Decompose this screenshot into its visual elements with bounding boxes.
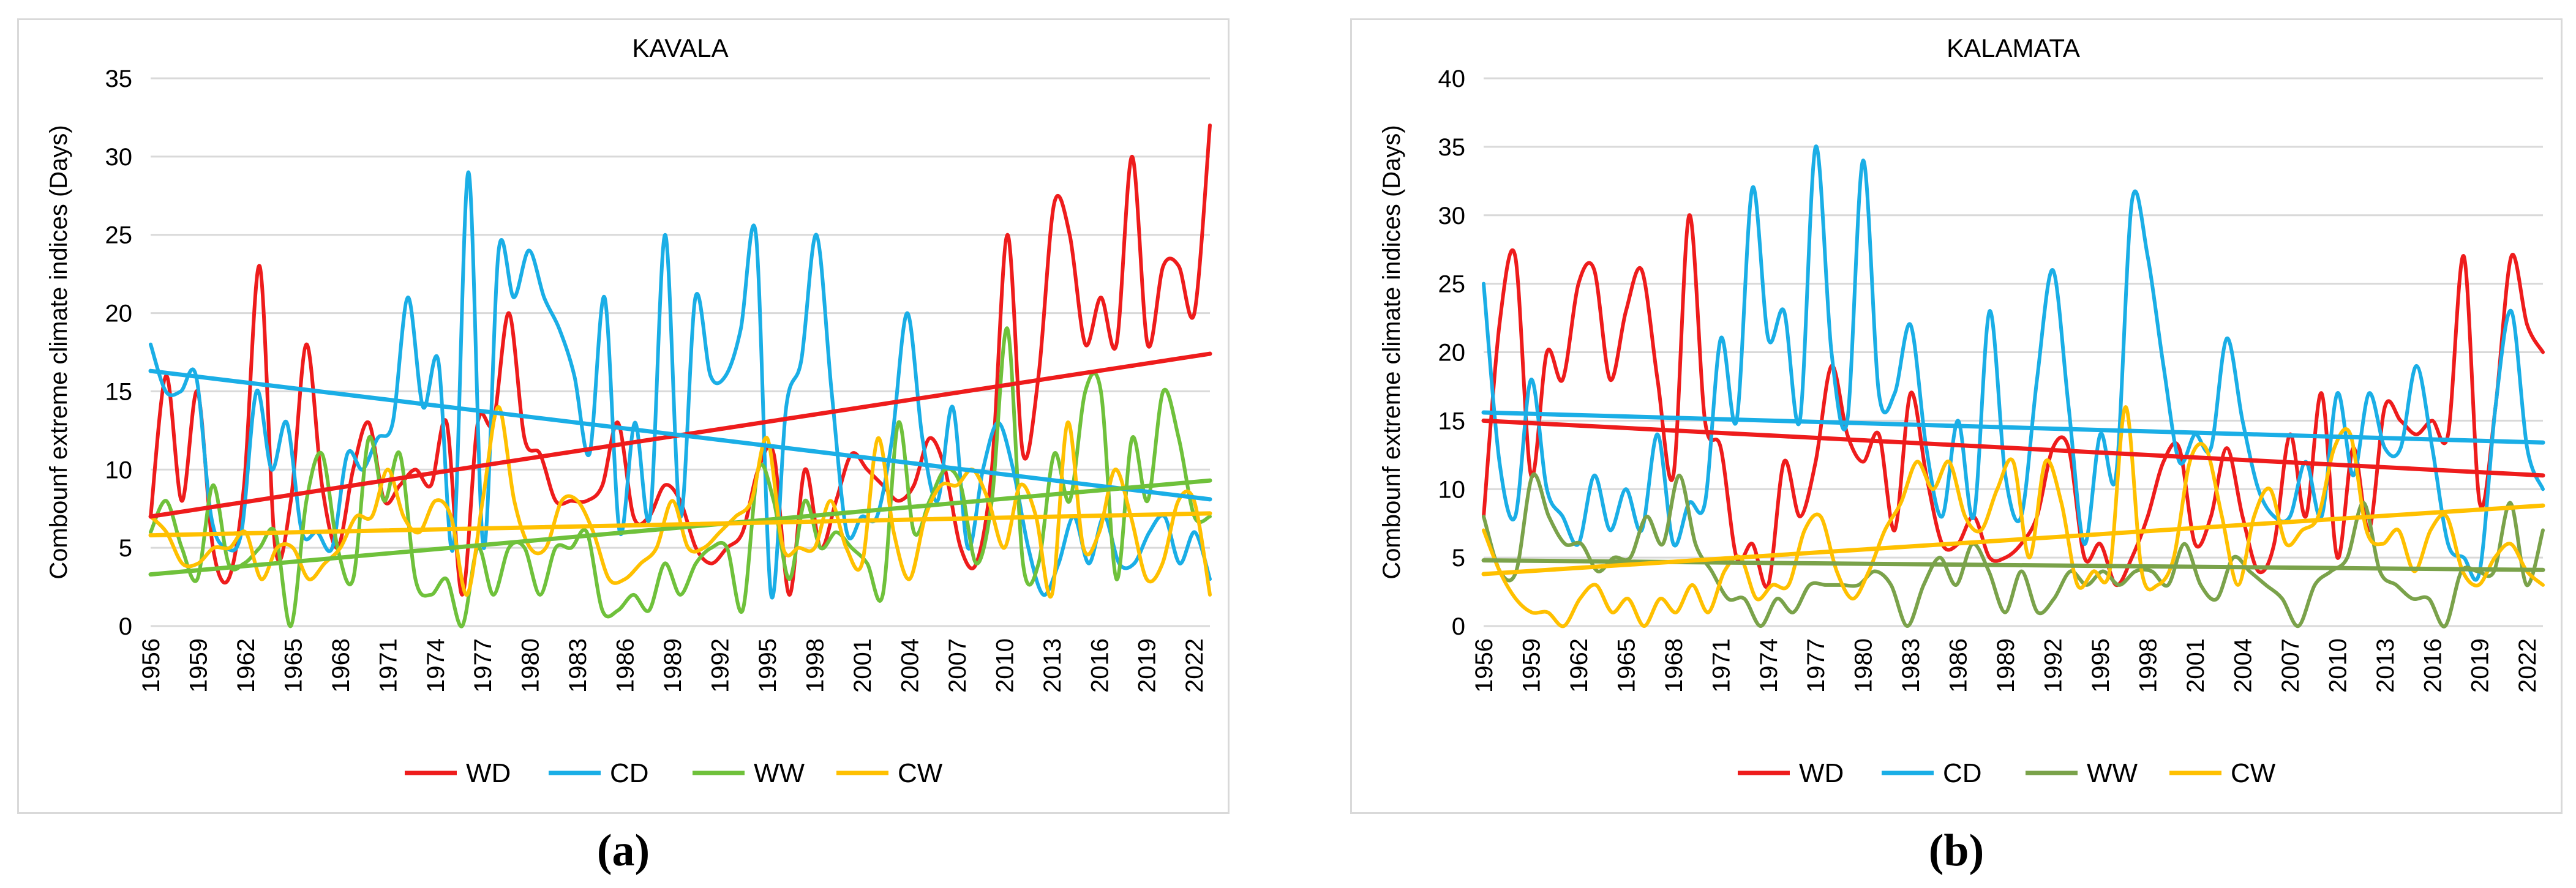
x-tick-label: 1956: [1471, 638, 1498, 693]
chart-kavala: KAVALA 0 5 10 15 20 25 30 35 1956 1959 1962 1965 1968…: [45, 34, 1212, 788]
y-tick-label: 20: [105, 300, 133, 327]
y-axis-label: Combounf extreme climate indices (Days): [45, 125, 72, 579]
x-tick-label: 1965: [280, 638, 307, 693]
y-tick-label: 35: [105, 65, 133, 92]
x-tick-label: 1992: [2040, 638, 2067, 693]
x-tick-label: 1971: [375, 638, 402, 693]
x-tick-label: 1959: [185, 638, 212, 693]
caption-b: (b): [1928, 826, 1985, 876]
trend-line-wd: [1481, 418, 2545, 478]
chart-panel-kavala: KAVALA 0 5 10 15 20 25 30 35 1956 1959 1962 1965 1968…: [17, 18, 1230, 814]
y-tick-label: 35: [1438, 134, 1466, 161]
trend-line-cw: [1481, 503, 2545, 576]
x-tick-label: 2022: [2514, 638, 2541, 693]
x-tick-label: 1971: [1708, 638, 1735, 693]
y-tick-label: 30: [1438, 203, 1466, 229]
legend: WD CD WW CW: [405, 758, 943, 788]
y-tick-label: 10: [1438, 476, 1466, 503]
legend-label-wd: WD: [1799, 758, 1844, 788]
series-line-ww: [149, 326, 1212, 629]
x-tick-label: 1977: [470, 638, 497, 693]
x-tick-label: 2007: [2277, 638, 2304, 693]
x-tick-label: 1983: [1898, 638, 1924, 693]
gridlines: [1484, 77, 2543, 627]
x-tick-label: 2016: [2419, 638, 2446, 693]
legend-label-cd: CD: [610, 758, 649, 788]
x-tick-label: 1989: [659, 638, 686, 693]
x-tick-label: 2001: [2182, 638, 2209, 693]
y-tick-label: 15: [105, 378, 133, 405]
x-tick-label: 2007: [944, 638, 971, 693]
series-line-cw: [1482, 405, 2545, 629]
trend-line-cw: [148, 511, 1212, 538]
y-tick-label: 10: [105, 457, 133, 483]
y-tick-label: 5: [119, 535, 132, 562]
legend-label-cd: CD: [1943, 758, 1982, 788]
x-tick-label: 1965: [1613, 638, 1640, 693]
x-tick-label: 1974: [1756, 638, 1782, 693]
x-tick-label: 1998: [2135, 638, 2161, 693]
series-line-wd: [149, 123, 1212, 597]
legend: WD CD WW CW: [1738, 758, 2276, 788]
x-tick-label: 1959: [1518, 638, 1545, 693]
x-tick-label: 2013: [2372, 638, 2399, 693]
legend-label-ww: WW: [2087, 758, 2138, 788]
x-tick-label: 1968: [328, 638, 355, 693]
y-tick-label: 0: [119, 613, 132, 640]
y-axis-label: Combounf extreme climate indices (Days): [1378, 125, 1405, 579]
y-tick-label: 5: [1452, 545, 1465, 572]
y-tick-label: 0: [1452, 613, 1465, 640]
series-line-ww: [1482, 472, 2545, 629]
legend-label-cw: CW: [898, 758, 943, 788]
series-line-cw: [149, 405, 1212, 599]
y-tick-label: 30: [105, 144, 133, 171]
x-tick-label: 1980: [1850, 638, 1877, 693]
legend-label-ww: WW: [754, 758, 805, 788]
x-tick-label: 1989: [1992, 638, 2019, 693]
trend-line-cd: [148, 368, 1212, 502]
x-tick-label: 1977: [1803, 638, 1830, 693]
x-tick-label: 1974: [422, 638, 449, 693]
trend-line-cd: [1481, 410, 2545, 445]
x-tick-label: 2022: [1181, 638, 1208, 693]
chart-panel-kalamata: KALAMATA 0 5 10 15 20 25 30 35 40 1956 1959 1962 1965…: [1350, 18, 2563, 814]
x-tick-label: 1962: [1566, 638, 1593, 693]
x-tick-label: 1986: [612, 638, 639, 693]
x-tick-label: 2019: [2467, 638, 2494, 693]
chart-title: KAVALA: [632, 34, 728, 62]
y-tick-label: 25: [1438, 271, 1466, 298]
x-tick-label: 2010: [991, 638, 1018, 693]
series-line-wd: [1482, 213, 2545, 589]
x-tick-label: 1962: [233, 638, 260, 693]
x-tick-label: 2010: [2324, 638, 2351, 693]
x-tick-label: 2001: [849, 638, 876, 693]
x-tick-label: 2004: [2229, 638, 2256, 693]
x-tick-label: 1995: [754, 638, 781, 693]
x-tick-label: 1968: [1661, 638, 1688, 693]
legend-label-cw: CW: [2231, 758, 2276, 788]
x-tick-label: 1983: [565, 638, 591, 693]
x-tick-label: 2019: [1134, 638, 1161, 693]
x-tick-label: 1986: [1945, 638, 1972, 693]
series-line-cd: [149, 170, 1212, 600]
x-tick-label: 1998: [802, 638, 828, 693]
y-tick-label: 25: [105, 222, 133, 249]
x-tick-label: 2004: [896, 638, 923, 693]
legend-label-wd: WD: [466, 758, 511, 788]
x-tick-label: 2013: [1039, 638, 1066, 693]
chart-kalamata: KALAMATA 0 5 10 15 20 25 30 35 40 1956 1959 1962 1965…: [1378, 34, 2545, 788]
chart-title: KALAMATA: [1947, 34, 2080, 62]
y-tick-label: 40: [1438, 65, 1466, 92]
x-tick-label: 2016: [1086, 638, 1113, 693]
x-tick-label: 1956: [138, 638, 165, 693]
caption-a: (a): [596, 826, 650, 876]
trend-line-ww: [148, 478, 1212, 577]
x-tick-label: 1980: [517, 638, 544, 693]
y-tick-label: 20: [1438, 340, 1466, 367]
y-tick-label: 15: [1438, 408, 1466, 435]
x-tick-label: 1992: [707, 638, 734, 693]
x-tick-label: 1995: [2087, 638, 2114, 693]
